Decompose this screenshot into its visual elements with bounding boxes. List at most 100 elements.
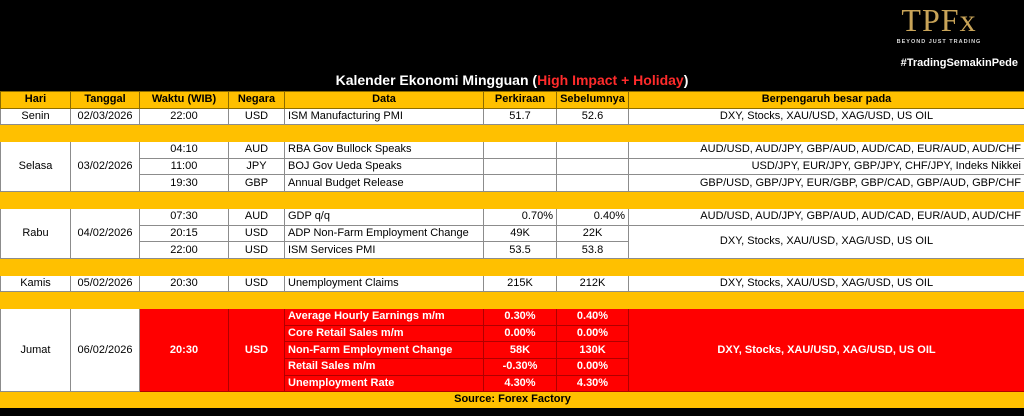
time-cell: 20:15 (139, 224, 229, 243)
impact-cell: AUD/USD, AUD/JPY, GBP/AUD, AUD/CAD, EUR/… (628, 141, 1024, 159)
date-cell: 04/02/2026 (70, 207, 140, 259)
table-header-row: Hari Tanggal Waktu (WIB) Negara Data Per… (0, 91, 1024, 109)
data-cell: Unemployment Rate (284, 374, 484, 393)
impact-cell: USD/JPY, EUR/JPY, GBP/JPY, CHF/JPY, Inde… (628, 157, 1024, 176)
previous-cell (556, 174, 629, 193)
day-cell: Rabu (0, 207, 71, 259)
page-title: Kalender Ekonomi Mingguan (High Impact +… (0, 72, 1024, 88)
impact-cell: DXY, Stocks, XAU/USD, XAG/USD, US OIL (628, 224, 1024, 259)
table-row: Jumat 06/02/2026 20:30 USD Average Hourl… (0, 307, 1024, 393)
data-cell: Retail Sales m/m (284, 358, 484, 376)
previous-cell: 52.6 (556, 107, 629, 126)
impact-cell: DXY, Stocks, XAU/USD, XAG/USD, US OIL (628, 274, 1024, 293)
title-highlight: High Impact + Holiday (537, 72, 684, 88)
forecast-cell (483, 174, 557, 193)
country-cell: USD (228, 107, 285, 126)
table-row: Non-Farm Employment Change 58K 130K (1, 341, 1024, 359)
data-cell: Unemployment Claims (284, 274, 484, 293)
previous-cell: 53.8 (556, 241, 629, 259)
time-cell: 20:30 (139, 307, 229, 393)
impact-cell: DXY, Stocks, XAU/USD, XAG/USD, US OIL (628, 307, 1024, 393)
table-row: Kamis 05/02/2026 20:30 USD Unemployment … (0, 274, 1024, 293)
table-row: 22:00 USD ISM Services PMI 53.5 53.8 (1, 241, 1024, 259)
date-cell: 03/02/2026 (70, 141, 140, 193)
logo-tagline: BEYOND JUST TRADING (896, 39, 982, 45)
impact-cell: GBP/USD, GBP/JPY, EUR/GBP, GBP/CAD, GBP/… (628, 174, 1024, 193)
time-cell: 11:00 (139, 157, 229, 176)
data-cell: ISM Services PMI (284, 241, 484, 259)
data-cell: Average Hourly Earnings m/m (284, 307, 484, 326)
separator-row (0, 291, 1024, 309)
time-cell: 04:10 (139, 141, 229, 159)
header-hari: Hari (0, 91, 71, 109)
table-row: Unemployment Rate 4.30% 4.30% (1, 374, 1024, 393)
forecast-cell: 0.70% (483, 207, 557, 226)
header-sebelumnya: Sebelumnya (556, 91, 629, 109)
day-cell: Jumat (0, 307, 71, 393)
data-cell: Annual Budget Release (284, 174, 484, 193)
forecast-cell (483, 141, 557, 159)
data-cell: ADP Non-Farm Employment Change (284, 224, 484, 243)
forecast-cell: 51.7 (483, 107, 557, 126)
header-data: Data (284, 91, 484, 109)
tpfx-logo: TPFx BEYOND JUST TRADING (888, 4, 990, 45)
previous-cell: 130K (556, 341, 629, 359)
data-cell: GDP q/q (284, 207, 484, 226)
forecast-cell: 49K (483, 224, 557, 243)
previous-cell (556, 157, 629, 176)
previous-cell: 0.40% (556, 207, 629, 226)
day-cell: Selasa (0, 141, 71, 193)
table-row: Senin 02/03/2026 22:00 USD ISM Manufactu… (0, 107, 1024, 126)
data-cell: RBA Gov Bullock Speaks (284, 141, 484, 159)
logo-mark: TPFx (901, 2, 977, 38)
title-end: ) (683, 72, 689, 88)
forecast-cell: -0.30% (483, 358, 557, 376)
day-cell: Senin (0, 107, 71, 126)
header-negara: Negara (228, 91, 285, 109)
impact-cell: AUD/USD, AUD/JPY, GBP/AUD, AUD/CAD, EUR/… (628, 207, 1024, 226)
country-cell: USD (228, 274, 285, 293)
time-cell: 19:30 (139, 174, 229, 193)
title-main: Kalender Ekonomi Mingguan ( (335, 72, 538, 88)
table-row: Selasa 03/02/2026 04:10 AUD RBA Gov Bull… (0, 141, 1024, 193)
date-cell: 06/02/2026 (70, 307, 140, 393)
header-berpengaruh: Berpengaruh besar pada (628, 91, 1024, 109)
forecast-cell: 215K (483, 274, 557, 293)
data-cell: Non-Farm Employment Change (284, 341, 484, 359)
table-row: Rabu 04/02/2026 07:30 AUD GDP q/q 0.70% … (0, 207, 1024, 259)
time-cell: 20:30 (139, 274, 229, 293)
previous-cell (556, 141, 629, 159)
forecast-cell: 53.5 (483, 241, 557, 259)
country-cell: USD (228, 241, 285, 259)
forecast-cell: 4.30% (483, 374, 557, 393)
forecast-cell (483, 157, 557, 176)
economic-calendar-table: Hari Tanggal Waktu (WIB) Negara Data Per… (0, 91, 1024, 409)
previous-cell: 0.00% (556, 358, 629, 376)
header-perkiraan: Perkiraan (483, 91, 557, 109)
source-row: Source: Forex Factory (0, 391, 1024, 409)
previous-cell: 4.30% (556, 374, 629, 393)
forecast-cell: 0.00% (483, 324, 557, 343)
table-row: Retail Sales m/m -0.30% 0.00% (1, 358, 1024, 376)
country-cell: AUD (228, 207, 285, 226)
separator-row (0, 191, 1024, 209)
time-cell: 22:00 (139, 241, 229, 259)
forecast-cell: 0.30% (483, 307, 557, 326)
header-tanggal: Tanggal (70, 91, 140, 109)
country-cell: JPY (228, 157, 285, 176)
source-note: Source: Forex Factory (0, 391, 1024, 409)
previous-cell: 22K (556, 224, 629, 243)
data-cell: Core Retail Sales m/m (284, 324, 484, 343)
separator-row (0, 124, 1024, 143)
country-cell: GBP (228, 174, 285, 193)
data-cell: ISM Manufacturing PMI (284, 107, 484, 126)
day-cell: Kamis (0, 274, 71, 293)
country-cell: USD (228, 307, 285, 393)
date-cell: 05/02/2026 (70, 274, 140, 293)
date-cell: 02/03/2026 (70, 107, 140, 126)
time-cell: 22:00 (139, 107, 229, 126)
table-row: 11:00 JPY BOJ Gov Ueda Speaks USD/JPY, E… (1, 157, 1024, 176)
header-waktu: Waktu (WIB) (139, 91, 229, 109)
separator-row (0, 257, 1024, 276)
time-cell: 07:30 (139, 207, 229, 226)
